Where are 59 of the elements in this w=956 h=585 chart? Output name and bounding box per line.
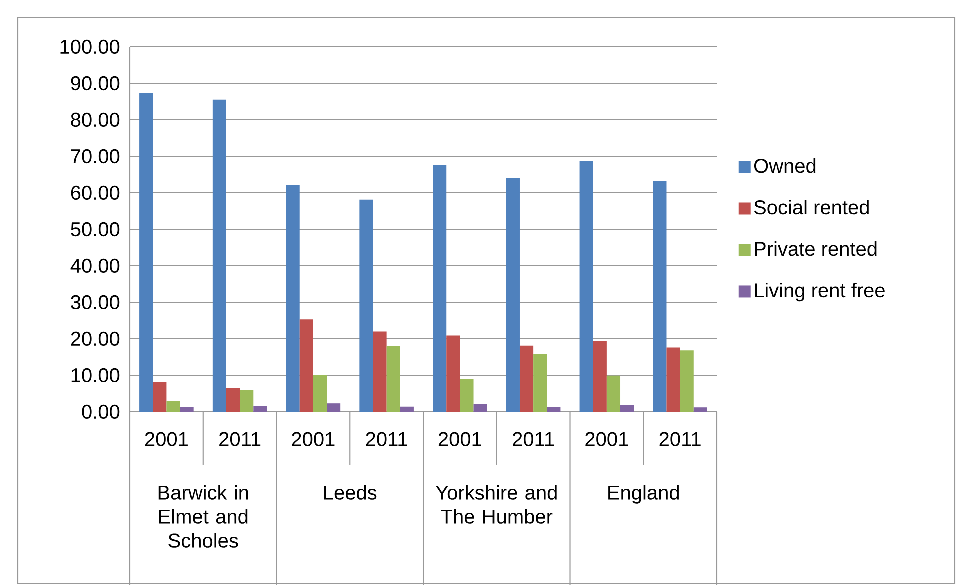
bar <box>386 346 400 412</box>
bar <box>474 404 488 412</box>
bar <box>313 375 328 412</box>
x-tick-label: 2011 <box>366 432 408 446</box>
legend-label: Living rent free <box>755 282 885 302</box>
text: Leeds <box>324 485 377 500</box>
bar <box>400 406 414 412</box>
y-tick-label: 40.00 <box>70 258 120 274</box>
bar <box>254 406 268 412</box>
bar <box>653 180 667 412</box>
y-tick-label: 10.00 <box>72 368 120 383</box>
x-tick-label: 2011 <box>220 432 261 446</box>
text: Barwick in Elmet and Scholes <box>158 485 248 548</box>
legend-label: Owned <box>754 158 816 174</box>
x-tick-label: 2011 <box>660 432 701 446</box>
bar <box>212 100 226 412</box>
bar <box>327 404 341 412</box>
x-tick-label: 2001 <box>292 432 335 446</box>
bar <box>153 382 167 412</box>
bar <box>373 332 387 412</box>
y-tick-label: 100.00 <box>60 40 120 54</box>
y-tick-label: 0.00 <box>82 404 120 420</box>
bar <box>606 376 621 412</box>
bar <box>286 184 300 412</box>
bar <box>446 336 460 412</box>
bar <box>300 320 314 412</box>
bar <box>580 161 594 412</box>
y-tick-label: 30.00 <box>71 295 120 310</box>
y-tick-label: 70.00 <box>71 149 120 164</box>
x-tick-label: 2011 <box>513 432 554 446</box>
bar <box>226 388 240 412</box>
y-tick-label: 90.00 <box>71 76 120 91</box>
bar <box>166 401 180 412</box>
bar <box>360 200 374 412</box>
x-tick-label: 2001 <box>586 432 628 446</box>
bar <box>547 407 561 412</box>
y-tick-label: 80.00 <box>71 112 120 128</box>
text: England <box>608 485 680 504</box>
bar <box>666 348 680 412</box>
bar <box>180 407 194 412</box>
bar <box>593 342 607 412</box>
bar <box>694 408 708 412</box>
bar <box>520 346 534 412</box>
bar <box>240 390 254 412</box>
x-tick-label: 2001 <box>145 432 188 446</box>
y-tick-label: 60.00 <box>71 186 120 200</box>
bar <box>534 354 548 412</box>
bar <box>620 405 634 412</box>
legend-label: Private rented <box>755 241 877 256</box>
bar <box>140 93 154 412</box>
x-tick-label: 2001 <box>438 432 482 446</box>
bar <box>506 178 520 412</box>
bar <box>460 379 474 412</box>
text: Yorkshire and The Humber <box>436 485 557 524</box>
bar <box>680 350 694 412</box>
y-tick-label: 20.00 <box>71 332 120 346</box>
bar <box>433 165 447 412</box>
legend-label: Social rented <box>754 200 869 215</box>
y-tick-label: 50.00 <box>71 222 120 237</box>
